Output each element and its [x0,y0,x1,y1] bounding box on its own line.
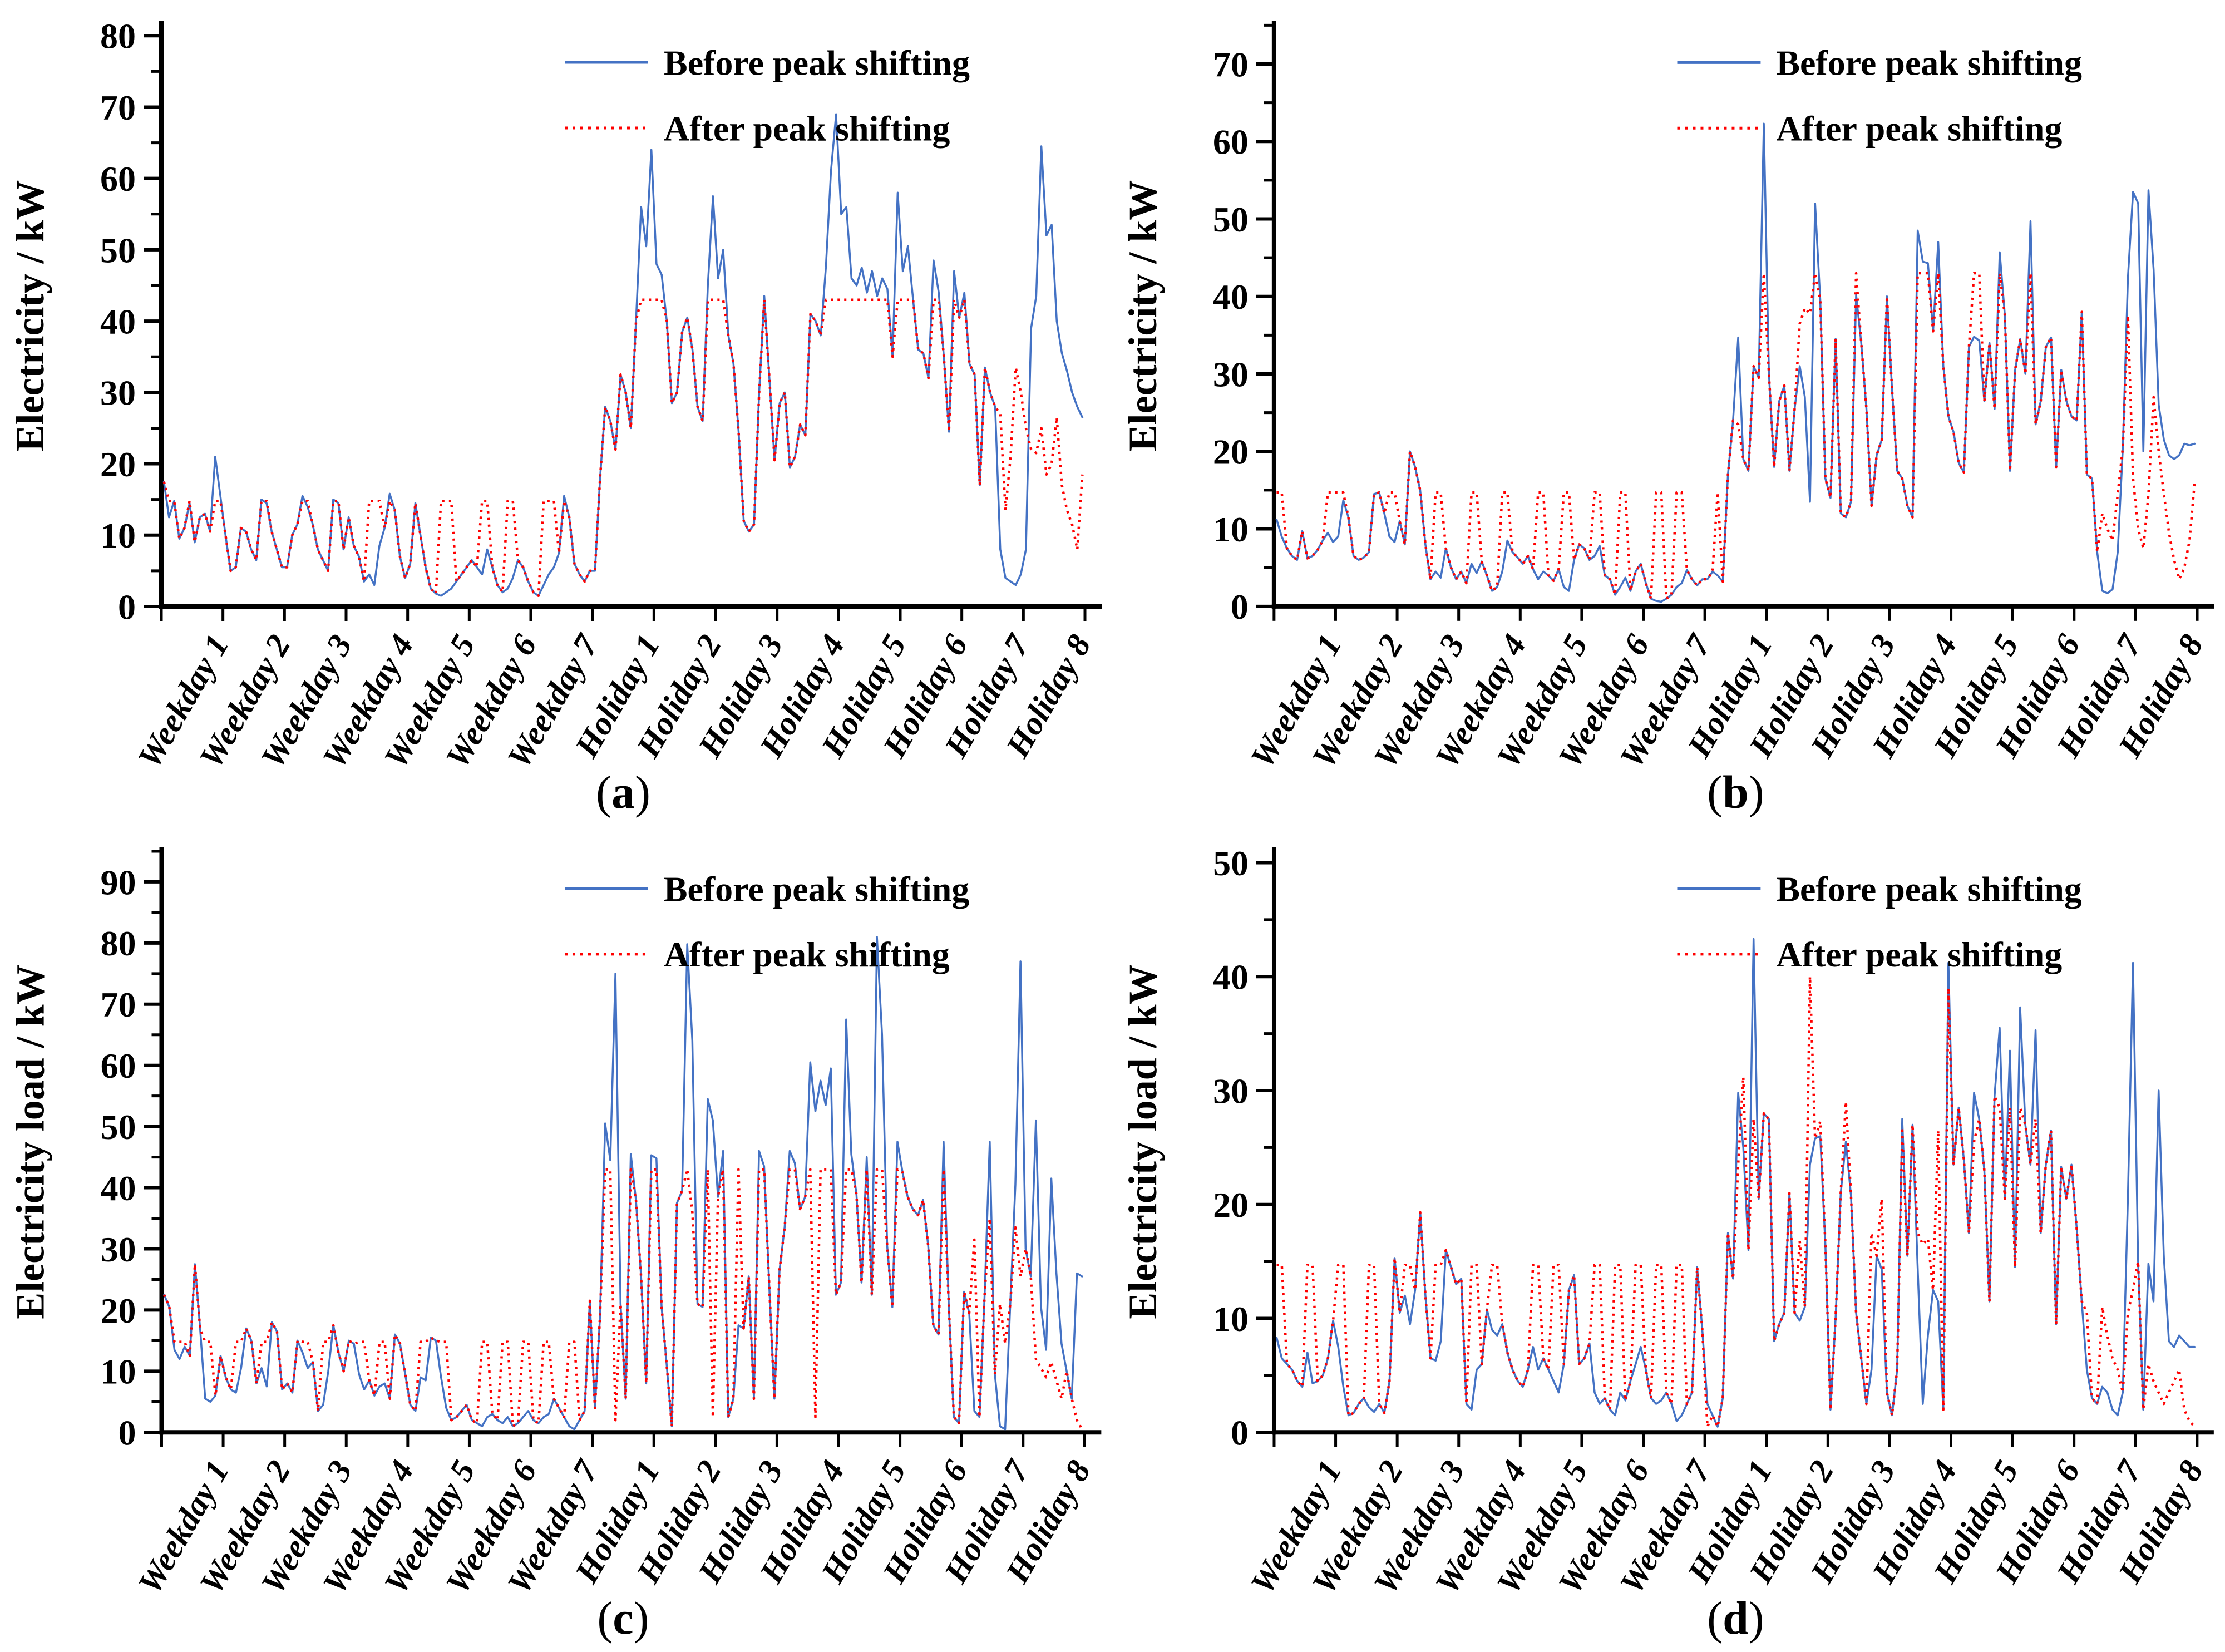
y-tick-label: 10 [1213,510,1249,549]
y-tick-label: 60 [101,1046,136,1086]
legend-b: Before peak shifting After peak shifting [1677,43,2082,149]
y-tick-label: 50 [100,230,136,270]
legend-before-label: Before peak shifting [664,43,970,82]
series-after-line [163,1168,1083,1430]
y-tick-label: 10 [101,1352,136,1392]
y-tick-label: 30 [100,373,136,413]
y-tick-label: 40 [100,302,136,342]
caption-c: (c) [597,1592,649,1644]
y-tick-label: 50 [1213,844,1249,883]
legend-after-label: After peak shifting [664,935,950,974]
y-tick-label: 30 [1213,354,1249,394]
legend-c: Before peak shifting After peak shifting [564,869,969,974]
y-tick-label: 60 [1213,122,1249,162]
y-tick-label: 40 [1213,958,1249,997]
caption-a: (a) [596,767,650,818]
y-axis-title: Electricity / kW [1121,180,1165,452]
y-tick-label: 30 [1213,1071,1249,1111]
series-after-line [1276,272,2196,600]
series-after-line [162,298,1084,598]
legend-after-label: After peak shifting [1776,109,2062,149]
series-after-line [1276,975,2196,1428]
legend-before-label: Before peak shifting [664,869,969,909]
y-tick-label: 0 [118,587,136,627]
y-tick-label: 20 [1213,432,1249,472]
y-tick-label: 0 [119,1413,136,1453]
y-tick-label: 20 [100,445,136,484]
y-tick-label: 70 [101,985,136,1024]
y-tick-label: 30 [101,1230,136,1269]
y-tick-label: 20 [101,1291,136,1330]
y-tick-label: 40 [101,1168,136,1208]
y-tick-label: 70 [1213,45,1249,84]
caption-b: (b) [1707,767,1764,818]
y-tick-label: 0 [1231,1413,1249,1453]
subplot-b: (b) 0 10 20 30 40 50 60 70 Weekday 1 Weekday 2 Wee… [1113,0,2225,826]
legend-d: Before peak shifting After peak shifting [1677,869,2082,974]
legend-after-label: After peak shifting [1776,935,2062,974]
legend-before-label: Before peak shifting [1776,869,2081,909]
subplot-c: (c) 0 10 20 30 40 50 60 70 80 90 Weekday 1 Weekday … [0,826,1113,1652]
y-tick-label: 10 [1213,1299,1249,1339]
series-before-line [1275,122,2196,603]
legend-after-label: After peak shifting [664,109,950,148]
y-tick-label: 70 [100,88,136,127]
y-tick-label: 10 [100,516,136,555]
y-tick-label: 20 [1213,1185,1249,1225]
caption-d: (d) [1707,1592,1764,1644]
y-tick-label: 90 [101,862,136,902]
y-axis-title: Electricity load / kW [8,964,53,1319]
subplot-d: (d) 0 10 20 30 40 50 Weekday 1 Weekday 2 Weekday… [1113,826,2225,1652]
legend-a: Before peak shifting After peak shifting [565,43,970,148]
y-axis-title: Electricity / kW [8,180,52,452]
y-axis-title: Electricity load / kW [1121,964,1165,1319]
y-tick-label: 80 [101,924,136,963]
y-tick-label: 40 [1213,277,1249,317]
y-tick-label: 0 [1231,587,1249,627]
y-tick-label: 60 [100,159,136,199]
series-before-line [163,936,1083,1431]
legend-before-label: Before peak shifting [1776,43,2082,83]
series-before-line [1275,938,2196,1428]
y-tick-label: 80 [100,17,136,56]
y-tick-label: 50 [101,1107,136,1147]
y-tick-label: 50 [1213,200,1249,239]
